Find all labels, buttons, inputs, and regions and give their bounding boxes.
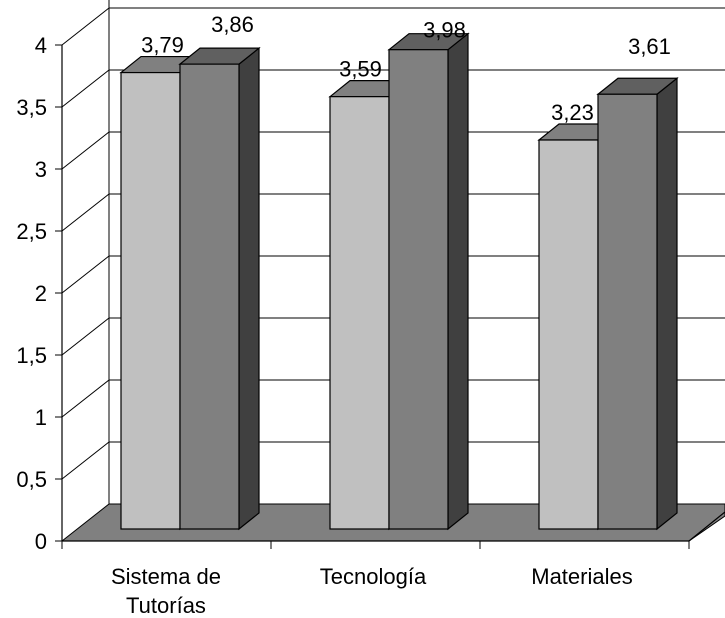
bar — [329, 96, 390, 530]
data-label: 3,23 — [551, 100, 594, 125]
bar-layer — [119, 32, 679, 531]
tick-label-layer: 0 0,5 1 1,5 2 2,5 3 3,5 4 — [16, 33, 47, 554]
x-category-label: Materiales — [531, 564, 632, 589]
gridline-side — [61, 255, 110, 294]
bar — [179, 63, 240, 530]
x-category-label: Tecnología — [320, 564, 427, 589]
gridline-side — [61, 193, 110, 232]
data-label: 3,79 — [141, 33, 184, 58]
x-category-label-line: Materiales — [531, 564, 632, 589]
y-tick-label: 3,5 — [16, 95, 47, 120]
gridline-side — [61, 317, 110, 356]
category-label-layer: Sistema de Tutorías Tecnología Materiales — [111, 564, 633, 618]
bar-side — [447, 32, 469, 531]
gridline-side — [61, 131, 110, 170]
bar — [388, 49, 449, 530]
x-category-label-line: Sistema de — [111, 564, 221, 589]
gridline-side — [61, 379, 110, 418]
bar — [597, 93, 658, 530]
x-category-label-line: Tutorías — [126, 593, 206, 618]
y-tick-label: 1 — [35, 405, 47, 430]
y-tick-label: 0 — [35, 529, 47, 554]
gridline-side — [61, 441, 110, 480]
floor-right-edge — [688, 511, 725, 542]
y-tick-label: 0,5 — [16, 467, 47, 492]
data-label: 3,59 — [339, 57, 382, 82]
y-tick-label: 2,5 — [16, 219, 47, 244]
y-tick-label: 4 — [35, 33, 47, 58]
data-label: 3,86 — [211, 12, 254, 37]
bar — [538, 139, 599, 530]
data-label: 3,61 — [628, 34, 671, 59]
y-tick-label: 2 — [35, 281, 47, 306]
bar — [120, 71, 181, 530]
gridline-side — [61, 7, 110, 46]
x-category-label: Sistema de Tutorías — [111, 564, 221, 618]
x-category-label-line: Tecnología — [320, 564, 427, 589]
y-tick-label: 3 — [35, 157, 47, 182]
bar-side — [656, 76, 678, 531]
y-tick-label: 1,5 — [16, 343, 47, 368]
data-label-layer: 3,79 3,86 3,59 3,98 3,23 3,61 — [141, 12, 671, 125]
axis-layer — [55, 0, 725, 549]
gridline-side — [61, 69, 110, 108]
data-label: 3,98 — [423, 18, 466, 43]
bar-side — [238, 46, 260, 531]
